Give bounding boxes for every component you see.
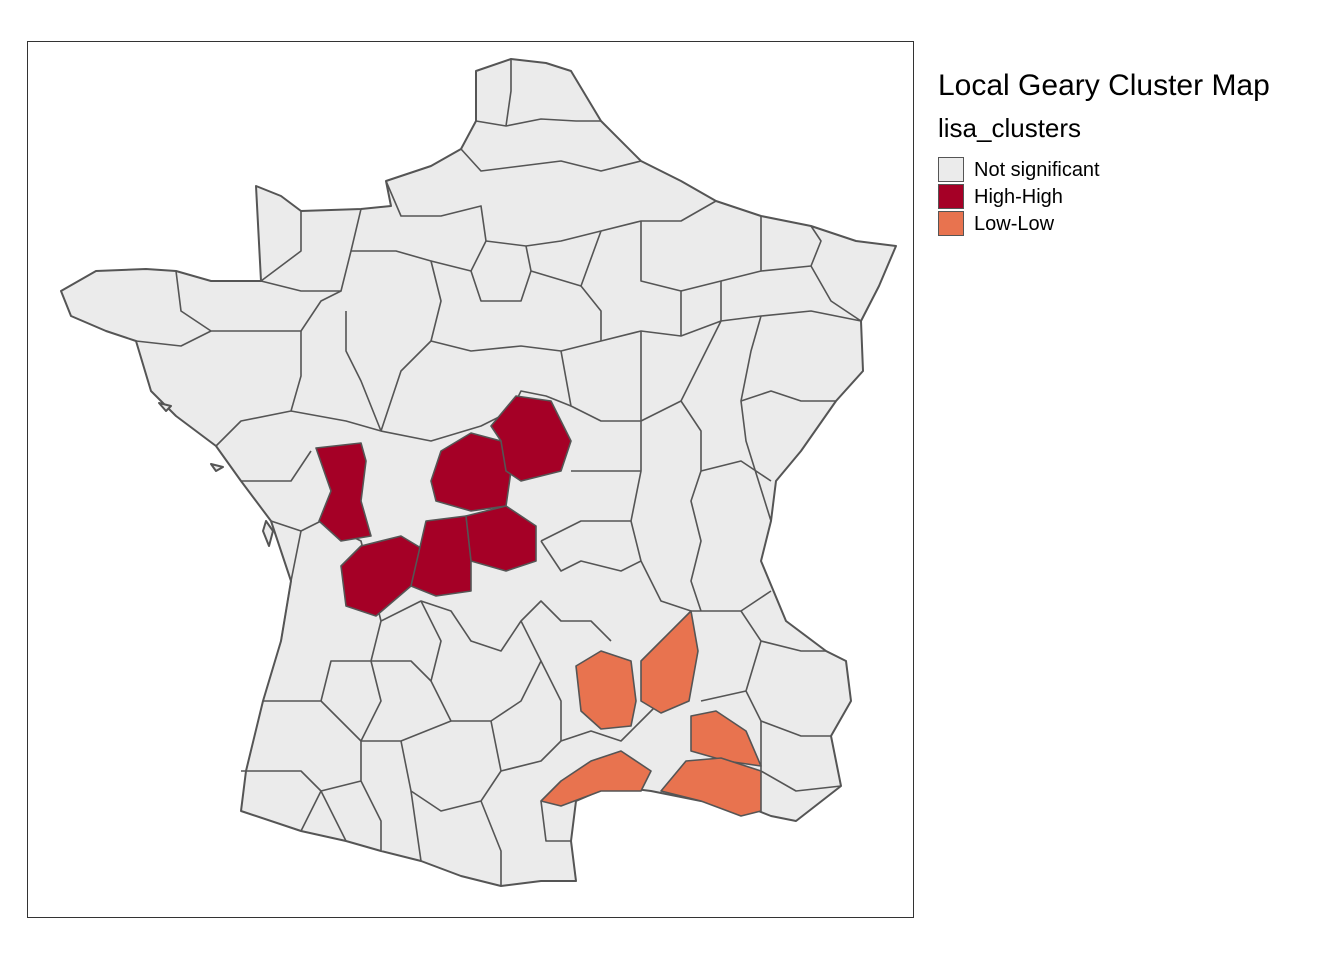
region-high-high-indre — [315, 442, 372, 542]
region-high-high-creuse — [340, 535, 427, 617]
map-panel — [27, 41, 914, 918]
region-low-low-lozere — [575, 650, 637, 730]
legend: Local Geary Cluster Map lisa_clusters No… — [938, 68, 1270, 237]
legend-label-low-low: Low-Low — [974, 212, 1055, 235]
legend-swatch-not-significant — [938, 157, 964, 182]
department-boundaries — [135, 59, 862, 886]
legend-label-not-significant: Not significant — [974, 158, 1100, 181]
legend-item-high-high: High-High — [938, 183, 1270, 210]
legend-label-high-high: High-High — [974, 185, 1063, 208]
country-islands — [158, 402, 274, 547]
region-high-high-allier — [465, 505, 537, 572]
belle-ile — [158, 402, 172, 412]
legend-swatch-low-low — [938, 211, 964, 236]
region-low-low-bouches-du-rhone — [660, 757, 762, 817]
legend-item-not-significant: Not significant — [938, 156, 1270, 183]
ile-de-re — [210, 463, 224, 472]
map-title: Local Geary Cluster Map — [938, 69, 1270, 102]
region-low-low-vaucluse — [690, 710, 762, 767]
region-low-low-herault — [540, 750, 652, 807]
region-high-high-nievre — [490, 395, 572, 482]
cluster-low-low — [540, 610, 762, 817]
legend-swatch-high-high — [938, 184, 964, 209]
region-low-low-ardeche — [640, 610, 699, 714]
legend-title: lisa_clusters — [938, 113, 1082, 143]
france-departments-map — [60, 58, 897, 887]
legend-item-low-low: Low-Low — [938, 210, 1270, 237]
ile-oleron — [262, 520, 274, 547]
cluster-high-high — [315, 395, 572, 617]
